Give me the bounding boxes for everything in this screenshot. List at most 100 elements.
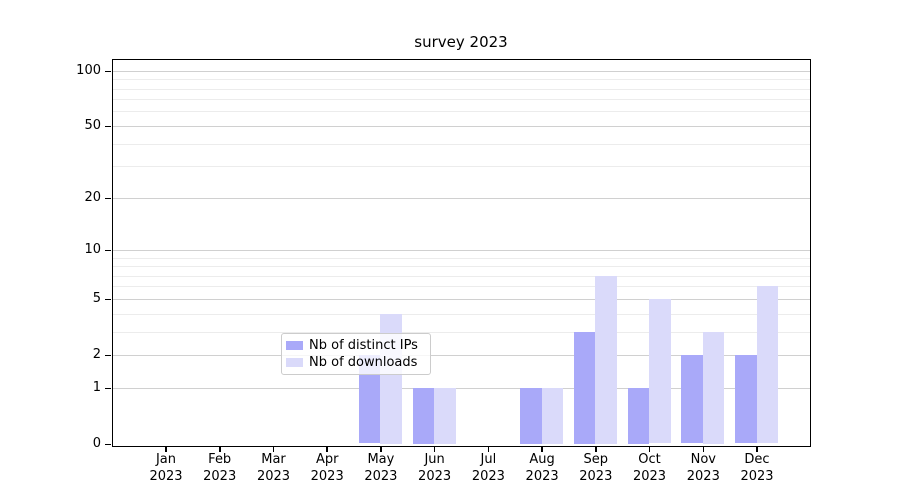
x-tick-label-month: Feb [208,452,232,467]
bar-ips-sep [573,331,596,444]
x-tick-mark-jun [433,446,436,452]
bar-downloads-nov [702,331,725,444]
bar-downloads-sep [595,275,617,444]
x-tick-mark-jan [165,446,167,452]
bar-ips-dec [735,354,757,444]
gridline-minor-30 [112,166,810,168]
bar-downloads-dec [756,286,778,444]
x-tick-label-month: Aug [529,452,555,467]
y-tick-label-50: 50 [84,118,101,134]
x-tick-label-month: Mar [261,452,286,467]
x-tick-label-year: 2023 [471,468,505,484]
bar-ips-aug [520,387,542,444]
y-tick-mark-5 [105,298,111,301]
y-tick-mark-10 [105,249,111,252]
legend-item-1: Nb of downloads [286,355,424,370]
x-tick-mark-sep [595,446,597,452]
x-tick-label-year: 2023 [740,468,774,484]
legend-swatch-ips_bar [286,341,303,350]
x-tick-label-year: 2023 [525,468,559,484]
x-tick-label-year: 2023 [310,468,344,484]
gridline-minor-70 [112,99,810,101]
x-tick-label-year: 2023 [418,468,452,484]
x-tick-label-year: 2023 [579,468,613,484]
x-tick-label-may: May 2023 [354,452,408,485]
gridline-major-50 [112,125,810,127]
y-tick-mark-100 [105,70,111,73]
x-tick-label-month: Nov [690,452,716,467]
bar-ips-nov [681,354,703,444]
x-tick-mark-dec [756,446,758,452]
x-tick-label-month: Jan [155,452,177,467]
x-tick-label-month: Apr [315,452,339,467]
x-tick-mark-mar [272,446,275,452]
gridline-minor-8 [112,266,810,267]
y-tick-mark-0 [105,443,111,445]
gridline-minor-4 [112,313,810,315]
y-tick-label-20: 20 [84,190,101,206]
y-tick-label-100: 100 [76,63,101,79]
y-tick-label-10: 10 [84,242,101,258]
bar-ips-oct [627,387,649,444]
y-tick-mark-1 [105,387,111,389]
gridline-minor-7 [112,275,810,277]
y-tick-label-0: 0 [92,436,101,451]
bar-downloads-aug [541,387,564,444]
x-tick-label-year: 2023 [632,468,667,484]
gridline-minor-60 [112,111,810,113]
x-tick-label-year: 2023 [256,468,291,484]
bar-downloads-oct [649,298,671,444]
legend-label: Nb of distinct IPs [309,338,418,353]
legend: Nb of distinct IPs Nb of downloads [281,333,431,375]
x-tick-mark-may [380,446,382,452]
bar-downloads-jun [434,387,456,444]
x-tick-label-year: 2023 [364,468,398,484]
y-tick-label-1: 1 [92,380,101,395]
gridline-minor-6 [112,286,810,288]
gridline-major-10 [112,249,810,251]
x-tick-label-feb: Feb 2023 [193,452,247,485]
x-tick-mark-feb [219,446,221,452]
x-tick-label-month: Jul [480,452,497,467]
bar-ips-jun [412,387,435,444]
x-tick-label-year: 2023 [149,468,183,484]
x-tick-label-month: Sep [583,452,609,467]
x-tick-label-month: Dec [744,452,770,467]
legend-item-0: Nb of distinct IPs [286,338,424,353]
x-tick-mark-oct [648,446,651,452]
x-tick-label-nov: Nov 2023 [676,452,730,485]
y-tick-label-2: 2 [92,347,101,363]
gridline-major-20 [112,197,810,199]
y-tick-mark-50 [105,125,111,128]
y-tick-mark-2 [105,354,111,357]
gridline-minor-90 [112,79,810,81]
x-tick-label-month: Jun [424,452,445,467]
x-tick-label-dec: Dec 2023 [730,452,784,485]
gridline-major-5 [112,298,810,300]
gridline-major-1 [112,387,810,389]
legend-swatch-downloads_bar [286,358,303,367]
gridline-minor-80 [112,88,810,90]
gridline-minor-3 [112,331,810,333]
gridline-minor-40 [112,143,810,145]
x-tick-mark-nov [702,446,704,452]
x-tick-label-year: 2023 [203,468,237,484]
x-tick-label-mar: Mar 2023 [247,452,301,485]
gridline-major-100 [112,70,810,72]
y-tick-label-5: 5 [92,291,101,307]
x-tick-label-year: 2023 [686,468,720,484]
x-tick-label-month: Oct [638,452,661,467]
x-tick-label-sep: Sep 2023 [569,452,623,485]
plot-area [111,58,811,447]
legend-label: Nb of downloads [309,355,418,370]
bar-ips-may [358,354,381,444]
x-tick-label-jan: Jan 2023 [139,452,193,485]
x-tick-label-month: May [367,452,395,467]
x-tick-label-oct: Oct 2023 [623,452,677,485]
y-tick-mark-20 [105,197,111,200]
x-tick-label-jun: Jun 2023 [408,452,462,485]
x-tick-label-aug: Aug 2023 [515,452,569,485]
x-tick-label-jul: Jul 2023 [461,452,515,485]
x-tick-mark-jul [487,446,490,452]
